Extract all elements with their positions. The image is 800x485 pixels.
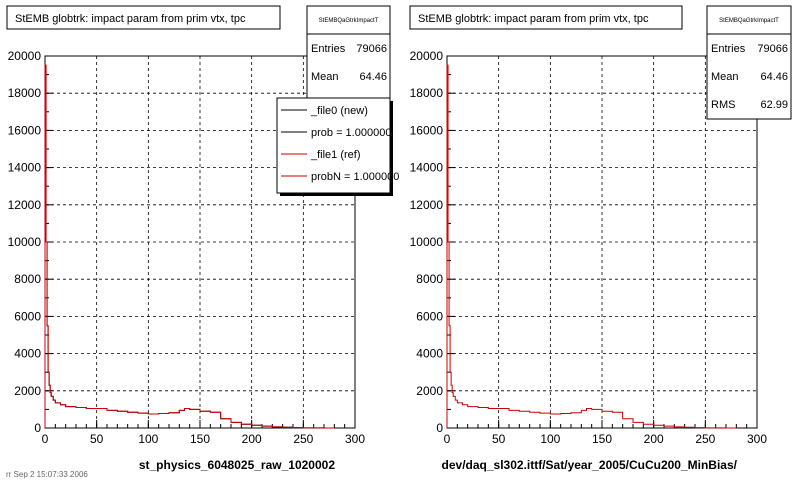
x-tick-label: 300 <box>747 432 767 446</box>
y-tick-label: 10000 <box>8 235 42 249</box>
series-1-histogram <box>446 64 737 429</box>
x-tick-label: 250 <box>695 432 715 446</box>
x-tick-label: 0 <box>444 432 451 446</box>
y-tick-label: 2000 <box>416 384 443 398</box>
legend-box <box>276 97 391 194</box>
y-tick-label: 2000 <box>14 384 41 398</box>
stats-value: 64.46 <box>359 71 387 83</box>
panel-1: 0 50 100 150 200 250 300 0 2000 4000 6000 8000 10000… <box>6 5 399 472</box>
x-tick-label: 0 <box>42 432 49 446</box>
y-tick-label: 10000 <box>410 235 444 249</box>
stats-label: Mean <box>711 71 739 83</box>
stats-label: RMS <box>711 99 735 111</box>
x-axis-label: st_physics_6048025_raw_1020002 <box>139 458 335 472</box>
chart-title: StEMB globtrk: impact param from prim vt… <box>418 13 649 25</box>
y-tick-label: 12000 <box>8 198 42 212</box>
x-tick-label: 250 <box>293 432 313 446</box>
y-tick-label: 0 <box>436 421 443 435</box>
stats-label: Mean <box>311 71 339 83</box>
legend-label: _file1 (ref) <box>310 149 361 161</box>
title-box <box>409 5 683 30</box>
title-box <box>6 5 281 30</box>
legend-label: prob = 1.000000 <box>311 127 391 139</box>
panel-2: 0 50 100 150 200 250 300 0 2000 4000 6000 8000 10000… <box>409 5 792 472</box>
y-tick-label: 18000 <box>410 86 444 100</box>
stats-box-title: StEMBQaGtrkImpactT <box>719 18 779 24</box>
y-tick-label: 16000 <box>8 123 42 137</box>
x-tick-label: 150 <box>190 432 210 446</box>
x-tick-label: 100 <box>540 432 560 446</box>
y-tick-label: 8000 <box>14 272 41 286</box>
x-tick-label: 150 <box>592 432 612 446</box>
y-tick-label: 18000 <box>8 86 42 100</box>
y-tick-label: 14000 <box>410 161 444 175</box>
series-2-histogram <box>44 64 335 429</box>
y-tick-label: 20000 <box>410 49 444 63</box>
x-tick-label: 300 <box>345 432 365 446</box>
y-tick-label: 14000 <box>8 161 42 175</box>
stats-value: 62.99 <box>760 99 788 111</box>
stats-label: Entries <box>311 43 346 55</box>
stats-value: 79066 <box>356 43 387 55</box>
legend-label: probN = 1.000000 <box>311 171 399 183</box>
y-tick-label: 16000 <box>410 123 444 137</box>
y-tick-label: 8000 <box>416 272 443 286</box>
y-tick-label: 4000 <box>416 347 443 361</box>
stats-value: 79066 <box>757 43 788 55</box>
y-tick-label: 6000 <box>14 309 41 323</box>
x-tick-label: 100 <box>138 432 158 446</box>
y-tick-label: 4000 <box>14 347 41 361</box>
x-tick-label: 50 <box>492 432 506 446</box>
stats-label: Entries <box>711 43 746 55</box>
y-tick-label: 20000 <box>8 49 42 63</box>
y-tick-label: 0 <box>34 421 41 435</box>
legend-label: _file0 (new) <box>310 105 368 117</box>
x-axis-label: dev/daq_sl302.ittf/Sat/year_2005/CuCu200… <box>442 458 738 472</box>
x-tick-label: 50 <box>90 432 104 446</box>
footer-timestamp: rr Sep 2 15:07:33 2006 <box>6 470 88 479</box>
y-tick-label: 6000 <box>416 309 443 323</box>
x-tick-label: 200 <box>242 432 262 446</box>
x-tick-label: 200 <box>644 432 664 446</box>
chart-title: StEMB globtrk: impact param from prim vt… <box>15 13 246 25</box>
stats-value: 64.46 <box>760 71 788 83</box>
stats-box-title: StEMBQaGtrkImpactT <box>319 18 379 24</box>
stats-box <box>706 5 792 120</box>
y-tick-label: 12000 <box>410 198 444 212</box>
